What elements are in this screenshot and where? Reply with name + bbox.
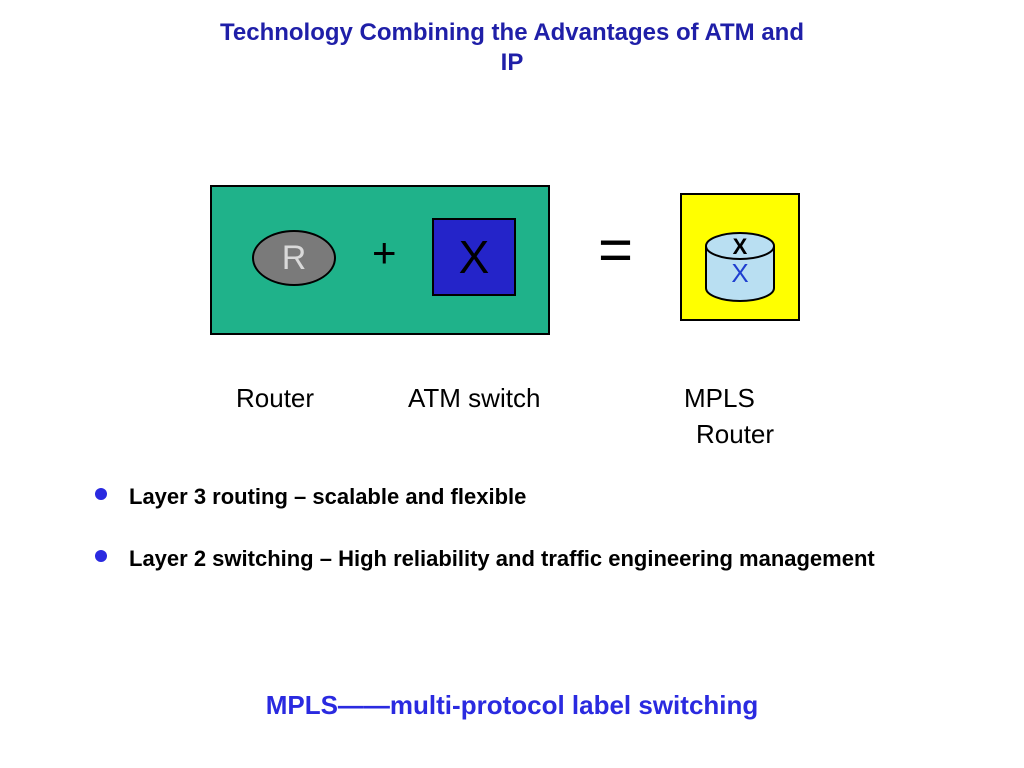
svg-text:X: X: [733, 234, 748, 259]
router-ellipse: R: [252, 230, 336, 286]
label-mpls-1: MPLS: [684, 383, 755, 414]
page-title: Technology Combining the Advantages of A…: [0, 0, 1024, 78]
atm-square-label: X: [459, 230, 490, 284]
label-router: Router: [236, 383, 314, 414]
title-line1: Technology Combining the Advantages of A…: [0, 18, 1024, 48]
bullet-1: Layer 3 routing – scalable and flexible: [95, 480, 925, 514]
title-line2: IP: [0, 48, 1024, 78]
svg-text:X: X: [731, 258, 748, 288]
label-mpls-2: Router: [696, 419, 774, 450]
bullet-list: Layer 3 routing – scalable and flexible …: [95, 480, 925, 604]
equals-sign: =: [598, 215, 633, 284]
bullet-dot-icon: [95, 550, 107, 562]
bullet-dot-icon: [95, 488, 107, 500]
label-atm: ATM switch: [408, 383, 540, 414]
bullet-2: Layer 2 switching – High reliability and…: [95, 542, 925, 576]
bullet-2-text: Layer 2 switching – High reliability and…: [129, 542, 875, 576]
mpls-cylinder: XX: [680, 197, 800, 327]
plus-sign: +: [372, 229, 397, 277]
bullet-1-text: Layer 3 routing – scalable and flexible: [129, 480, 526, 514]
footer-text: MPLS——multi-protocol label switching: [0, 690, 1024, 721]
router-ellipse-label: R: [282, 239, 307, 278]
atm-square: X: [432, 218, 516, 296]
